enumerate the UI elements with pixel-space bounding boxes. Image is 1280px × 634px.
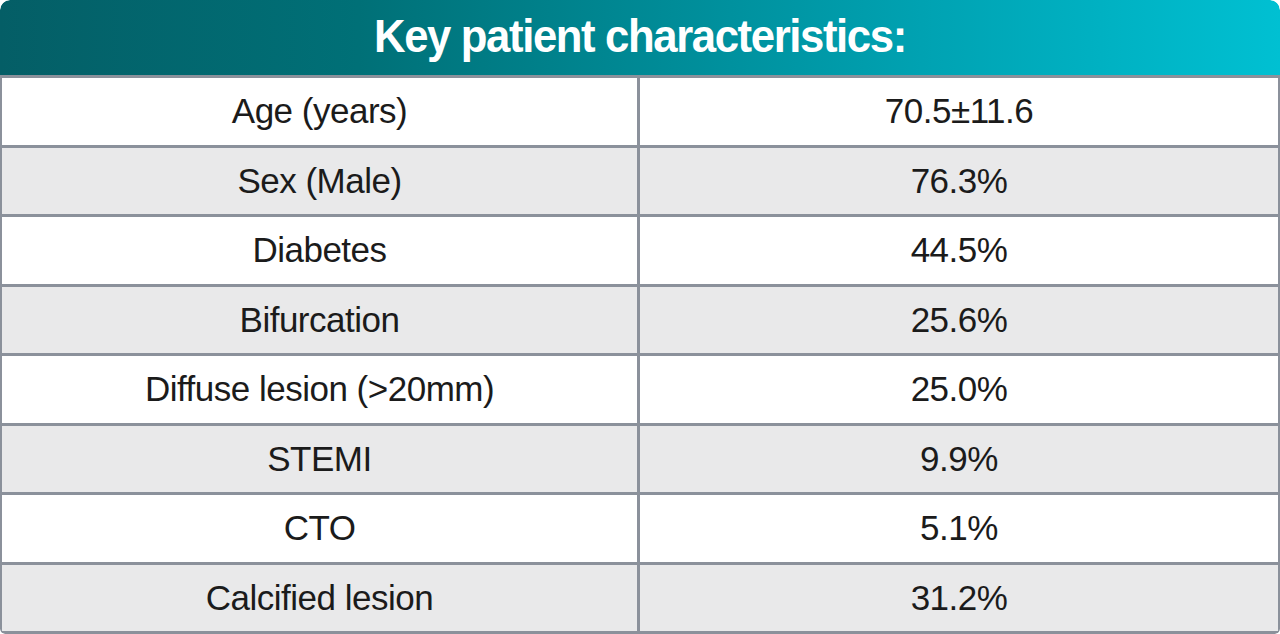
row-label: CTO [2, 495, 640, 562]
table-row-stemi: STEMI 9.9% [2, 426, 1278, 496]
row-label: Calcified lesion [2, 565, 640, 632]
row-label: Diabetes [2, 217, 640, 284]
row-label: Bifurcation [2, 287, 640, 354]
table-row-bifurcation: Bifurcation 25.6% [2, 287, 1278, 357]
row-value: 25.0% [640, 356, 1278, 423]
row-value: 31.2% [640, 565, 1278, 632]
patient-characteristics-table: Key patient characteristics: Age (years)… [0, 0, 1280, 634]
row-label: Age (years) [2, 78, 640, 145]
table-row-diffuse-lesion: Diffuse lesion (>20mm) 25.0% [2, 356, 1278, 426]
table-header: Key patient characteristics: [0, 0, 1280, 78]
row-label: Diffuse lesion (>20mm) [2, 356, 640, 423]
row-value: 70.5±11.6 [640, 78, 1278, 145]
row-value: 5.1% [640, 495, 1278, 562]
table-row-age: Age (years) 70.5±11.6 [2, 78, 1278, 148]
row-value: 76.3% [640, 148, 1278, 215]
table-row-diabetes: Diabetes 44.5% [2, 217, 1278, 287]
table-body: Age (years) 70.5±11.6 Sex (Male) 76.3% D… [0, 78, 1280, 634]
table-row-sex: Sex (Male) 76.3% [2, 148, 1278, 218]
row-value: 44.5% [640, 217, 1278, 284]
row-value: 25.6% [640, 287, 1278, 354]
table-row-cto: CTO 5.1% [2, 495, 1278, 565]
row-label: STEMI [2, 426, 640, 493]
row-value: 9.9% [640, 426, 1278, 493]
row-label: Sex (Male) [2, 148, 640, 215]
table-title: Key patient characteristics: [374, 8, 906, 67]
table-row-calcified-lesion: Calcified lesion 31.2% [2, 565, 1278, 632]
